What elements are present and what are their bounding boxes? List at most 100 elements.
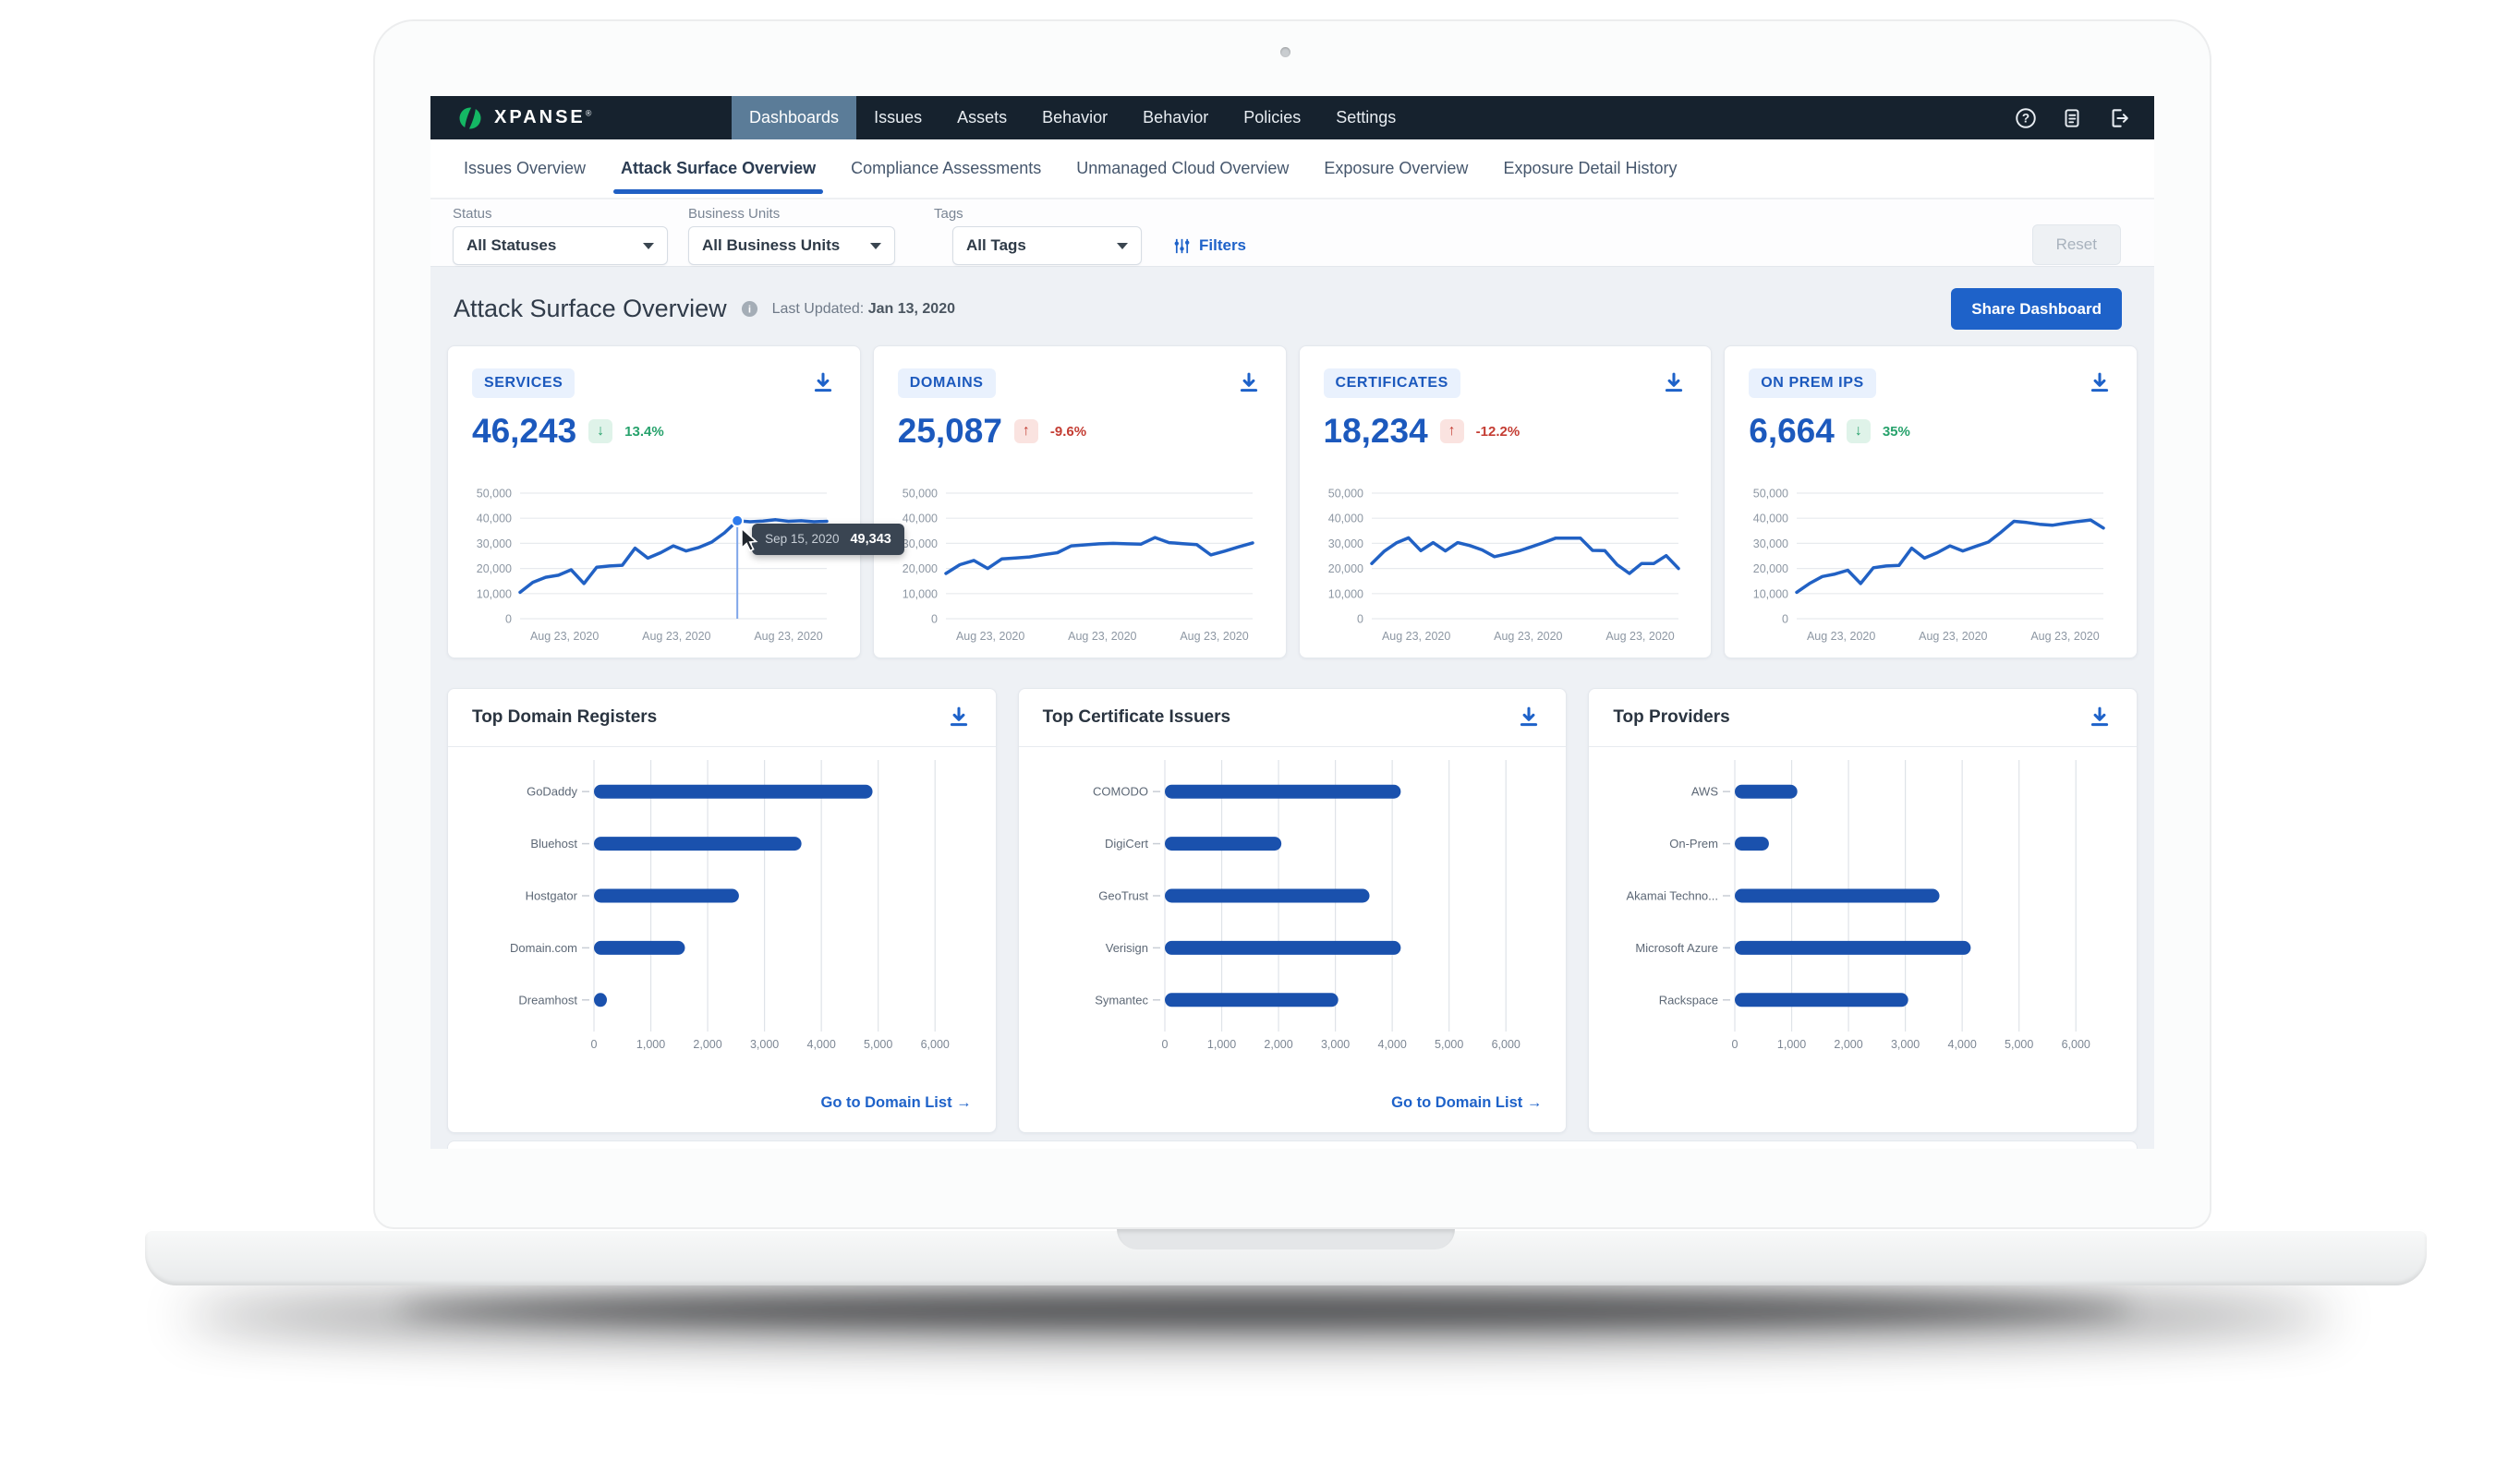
go-to-domain-list-link[interactable]: Go to Domain List → xyxy=(820,1094,972,1111)
kpi-grid: SERVICES 46,243 ↓ 13.4% 0 10,000 20,000 30,000 4… xyxy=(447,345,2138,658)
nav-item-policies[interactable]: Policies xyxy=(1243,108,1302,127)
tab-issues-overview[interactable]: Issues Overview xyxy=(464,159,587,177)
laptop-base xyxy=(145,1229,2427,1285)
kpi-delta: 35% xyxy=(1882,423,1910,440)
svg-text:AWS: AWS xyxy=(1691,785,1718,799)
svg-text:2,000: 2,000 xyxy=(693,1038,721,1051)
help-icon[interactable]: ? xyxy=(2014,106,2038,130)
svg-text:i: i xyxy=(748,305,751,316)
filter-status: Status All Statuses xyxy=(453,206,668,266)
kpi-delta: -9.6% xyxy=(1049,423,1087,440)
download-icon[interactable] xyxy=(2087,705,2113,730)
tab-exposure-overview[interactable]: Exposure Overview xyxy=(1324,159,1469,177)
nav-item-settings[interactable]: Settings xyxy=(1336,108,1397,127)
kpi-chart[interactable]: 0 10,000 20,000 30,000 40,000 50,000 Aug 23, 2… xyxy=(1749,480,2113,646)
svg-text:5,000: 5,000 xyxy=(1435,1038,1463,1051)
tags-select[interactable]: All Tags xyxy=(952,226,1142,265)
svg-text:On-Prem: On-Prem xyxy=(1670,837,1719,851)
bar-chart-area: 0 1,000 2,000 3,000 4,000 5,000 6,000 GoDaddy Bl… xyxy=(448,747,996,1068)
svg-text:Aug 23, 2020: Aug 23, 2020 xyxy=(1180,630,1248,643)
share-dashboard-button[interactable]: Share Dashboard xyxy=(1951,288,2122,330)
kpi-value: 18,234 xyxy=(1323,412,1428,450)
kpi-card-domains: DOMAINS 25,087 ↑ -9.6% 0 10,000 20,000 30,000 40… xyxy=(872,345,1287,658)
svg-text:1,000: 1,000 xyxy=(1207,1038,1236,1051)
tab-unmanaged-cloud-overview[interactable]: Unmanaged Cloud Overview xyxy=(1076,159,1290,177)
svg-text:6,000: 6,000 xyxy=(2062,1038,2090,1051)
download-icon[interactable] xyxy=(1236,370,1262,396)
reset-button[interactable]: Reset xyxy=(2031,224,2121,265)
tab-exposure-detail-history[interactable]: Exposure Detail History xyxy=(1503,159,1678,177)
logout-icon[interactable] xyxy=(2106,106,2130,130)
nav-item-behavior-2[interactable]: Behavior xyxy=(1143,108,1209,127)
kpi-chart[interactable]: 0 10,000 20,000 30,000 40,000 50,000 Aug 23, 2… xyxy=(1324,480,1688,646)
main-content: Attack Surface Overview i Last Updated: … xyxy=(430,267,2154,1149)
business-units-select[interactable]: All Business Units xyxy=(688,226,895,265)
nav-item-dashboards[interactable]: Dashboards xyxy=(732,96,857,139)
download-icon[interactable] xyxy=(1661,370,1687,396)
svg-text:30,000: 30,000 xyxy=(1753,537,1788,550)
filters-button[interactable]: Filters xyxy=(1173,235,1246,257)
kpi-chart[interactable]: 0 10,000 20,000 30,000 40,000 50,000 Aug 23, 2… xyxy=(472,480,904,646)
download-icon[interactable] xyxy=(810,370,836,396)
nav-item-behavior[interactable]: Behavior xyxy=(1042,108,1109,127)
chart-card-title: Top Providers xyxy=(1613,707,1730,727)
svg-text:Aug 23, 2020: Aug 23, 2020 xyxy=(754,630,822,643)
tab-attack-surface-overview[interactable]: Attack Surface Overview xyxy=(610,139,827,198)
svg-text:2,000: 2,000 xyxy=(1264,1038,1292,1051)
delta-arrow-icon: ↓ xyxy=(1846,419,1871,443)
status-select-value: All Statuses xyxy=(466,236,557,254)
kpi-chart[interactable]: 0 10,000 20,000 30,000 40,000 50,000 Aug 23, 2… xyxy=(898,480,1262,646)
status-select[interactable]: All Statuses xyxy=(453,226,668,265)
nav-menu: Dashboards Issues Assets Behavior Behavior Po… xyxy=(732,96,1413,139)
svg-text:Aug 23, 2020: Aug 23, 2020 xyxy=(2031,630,2100,643)
svg-text:50,000: 50,000 xyxy=(1753,488,1788,501)
filter-tags: Tags All Tags xyxy=(934,206,1142,266)
horizontal-bar-chart[interactable]: 0 1,000 2,000 3,000 4,000 5,000 6,000 COMODO Dig… xyxy=(1019,751,1563,1068)
svg-text:Bluehost: Bluehost xyxy=(530,837,577,851)
info-icon: i xyxy=(741,300,757,318)
horizontal-bar-chart[interactable]: 0 1,000 2,000 3,000 4,000 5,000 6,000 AWS On-Pre… xyxy=(1589,751,2133,1068)
svg-text:Aug 23, 2020: Aug 23, 2020 xyxy=(1494,630,1562,643)
svg-text:3,000: 3,000 xyxy=(750,1038,779,1051)
docs-icon[interactable] xyxy=(2060,106,2084,130)
chart-card-top-certificate-issuers: Top Certificate Issuers 0 1,000 2,000 3,000 4… xyxy=(1017,688,1568,1133)
sliders-icon xyxy=(1174,238,1190,253)
tooltip-value: 49,343 xyxy=(850,531,891,547)
trend-line-chart[interactable]: 0 10,000 20,000 30,000 40,000 50,000 Aug 23, 2… xyxy=(898,480,1258,646)
download-icon[interactable] xyxy=(946,705,972,730)
brand-logo[interactable]: XPANSE® xyxy=(456,96,594,139)
svg-text:20,000: 20,000 xyxy=(1753,562,1788,575)
trend-line-chart[interactable]: 0 10,000 20,000 30,000 40,000 50,000 Aug 23, 2… xyxy=(1749,480,2109,646)
svg-text:0: 0 xyxy=(591,1038,598,1051)
horizontal-bar-chart[interactable]: 0 1,000 2,000 3,000 4,000 5,000 6,000 GoDaddy Bl… xyxy=(448,751,992,1068)
laptop-shadow-core xyxy=(397,1293,2134,1326)
tab-compliance-assessments[interactable]: Compliance Assessments xyxy=(851,159,1042,177)
download-icon[interactable] xyxy=(2087,370,2113,396)
go-to-domain-list-link[interactable]: Go to Domain List → xyxy=(1391,1094,1543,1111)
svg-text:40,000: 40,000 xyxy=(477,513,512,525)
svg-text:DigiCert: DigiCert xyxy=(1105,837,1148,851)
svg-text:4,000: 4,000 xyxy=(1948,1038,1977,1051)
nav-item-issues[interactable]: Issues xyxy=(874,108,923,127)
svg-text:Aug 23, 2020: Aug 23, 2020 xyxy=(1919,630,1987,643)
kpi-card-services: SERVICES 46,243 ↓ 13.4% 0 10,000 20,000 30,000 4… xyxy=(447,345,904,658)
kpi-label: ON PREM IPS xyxy=(1749,368,1876,398)
svg-text:0: 0 xyxy=(505,613,512,626)
chart-card-title: Top Domain Registers xyxy=(472,707,658,727)
xpanse-logo-icon xyxy=(459,103,481,132)
kpi-card-on-prem-ips: ON PREM IPS 6,664 ↓ 35% 0 10,000 20,000 30,000 4… xyxy=(1724,345,2138,658)
download-icon[interactable] xyxy=(1516,705,1542,730)
business-units-select-value: All Business Units xyxy=(702,236,841,254)
svg-text:0: 0 xyxy=(931,613,938,626)
trend-line-chart[interactable]: 0 10,000 20,000 30,000 40,000 50,000 Aug 23, 2… xyxy=(472,480,832,646)
svg-text:GoDaddy: GoDaddy xyxy=(527,785,577,799)
kpi-label: SERVICES xyxy=(472,368,575,398)
svg-text:Aug 23, 2020: Aug 23, 2020 xyxy=(1807,630,1875,643)
nav-item-assets[interactable]: Assets xyxy=(957,108,1008,127)
trend-line-chart[interactable]: 0 10,000 20,000 30,000 40,000 50,000 Aug 23, 2… xyxy=(1324,480,1684,646)
svg-text:5,000: 5,000 xyxy=(2005,1038,2033,1051)
svg-text:6,000: 6,000 xyxy=(1491,1038,1520,1051)
kpi-delta: 13.4% xyxy=(624,423,664,440)
svg-text:4,000: 4,000 xyxy=(1377,1038,1406,1051)
